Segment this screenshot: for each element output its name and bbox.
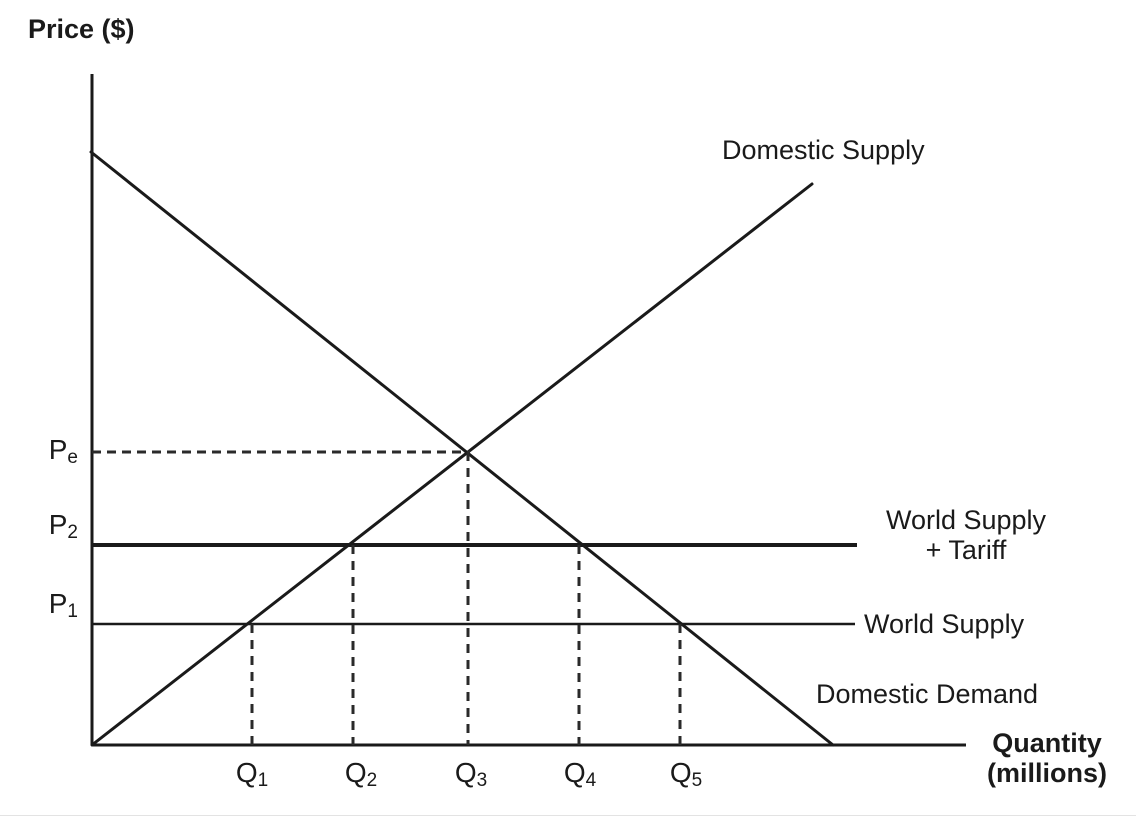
domestic-supply-curve <box>90 182 814 747</box>
quantity-tick-q1-main: Q <box>235 757 258 788</box>
x-axis-title-line1: Quantity <box>992 728 1102 758</box>
world-supply-label: World Supply <box>864 609 1025 639</box>
price-tick-p1-sub: 1 <box>67 601 78 622</box>
price-tick-pe-main: P <box>48 434 68 465</box>
quantity-tick-q5-main: Q <box>669 757 692 788</box>
quantity-tick-q4-main: Q <box>563 757 586 788</box>
price-tick-p2: P2 <box>32 509 78 543</box>
price-tick-p2-main: P <box>48 509 68 540</box>
quantity-tick-q3-main: Q <box>454 757 477 788</box>
quantity-tick-q4: Q4 <box>545 757 615 791</box>
y-axis-title: Price ($) <box>28 14 135 44</box>
quantity-tick-q2-sub: 2 <box>366 770 378 791</box>
domestic-demand-curve <box>89 150 835 747</box>
x-axis-title-line2: (millions) <box>987 758 1107 789</box>
domestic-supply-label: Domestic Supply <box>722 135 925 165</box>
quantity-tick-q3: Q3 <box>436 757 506 791</box>
quantity-tick-q1: Q1 <box>217 757 287 791</box>
price-tick-pe-sub: e <box>67 447 78 468</box>
quantity-tick-q4-sub: 4 <box>585 770 597 791</box>
price-tick-p2-sub: 2 <box>67 522 78 543</box>
domestic-demand-label: Domestic Demand <box>816 679 1039 709</box>
quantity-tick-q1-sub: 1 <box>257 770 269 791</box>
quantity-tick-q2: Q2 <box>326 757 396 791</box>
quantity-tick-q2-main: Q <box>344 757 367 788</box>
price-tick-p1-main: P <box>48 588 68 619</box>
world-supply-tariff-label: World Supply + Tariff <box>862 505 1070 565</box>
quantity-tick-q5: Q5 <box>651 757 721 791</box>
price-tick-p1: P1 <box>32 588 78 622</box>
quantity-tick-q3-sub: 3 <box>476 770 488 791</box>
footer-divider <box>0 815 1136 816</box>
price-tick-pe: Pe <box>32 434 78 468</box>
world-supply-tariff-label-line1: World Supply <box>885 505 1047 535</box>
quantity-tick-q5-sub: 5 <box>691 770 703 791</box>
world-supply-tariff-label-line2: + Tariff <box>925 535 1007 566</box>
x-axis-title: Quantity (millions) <box>958 728 1136 788</box>
